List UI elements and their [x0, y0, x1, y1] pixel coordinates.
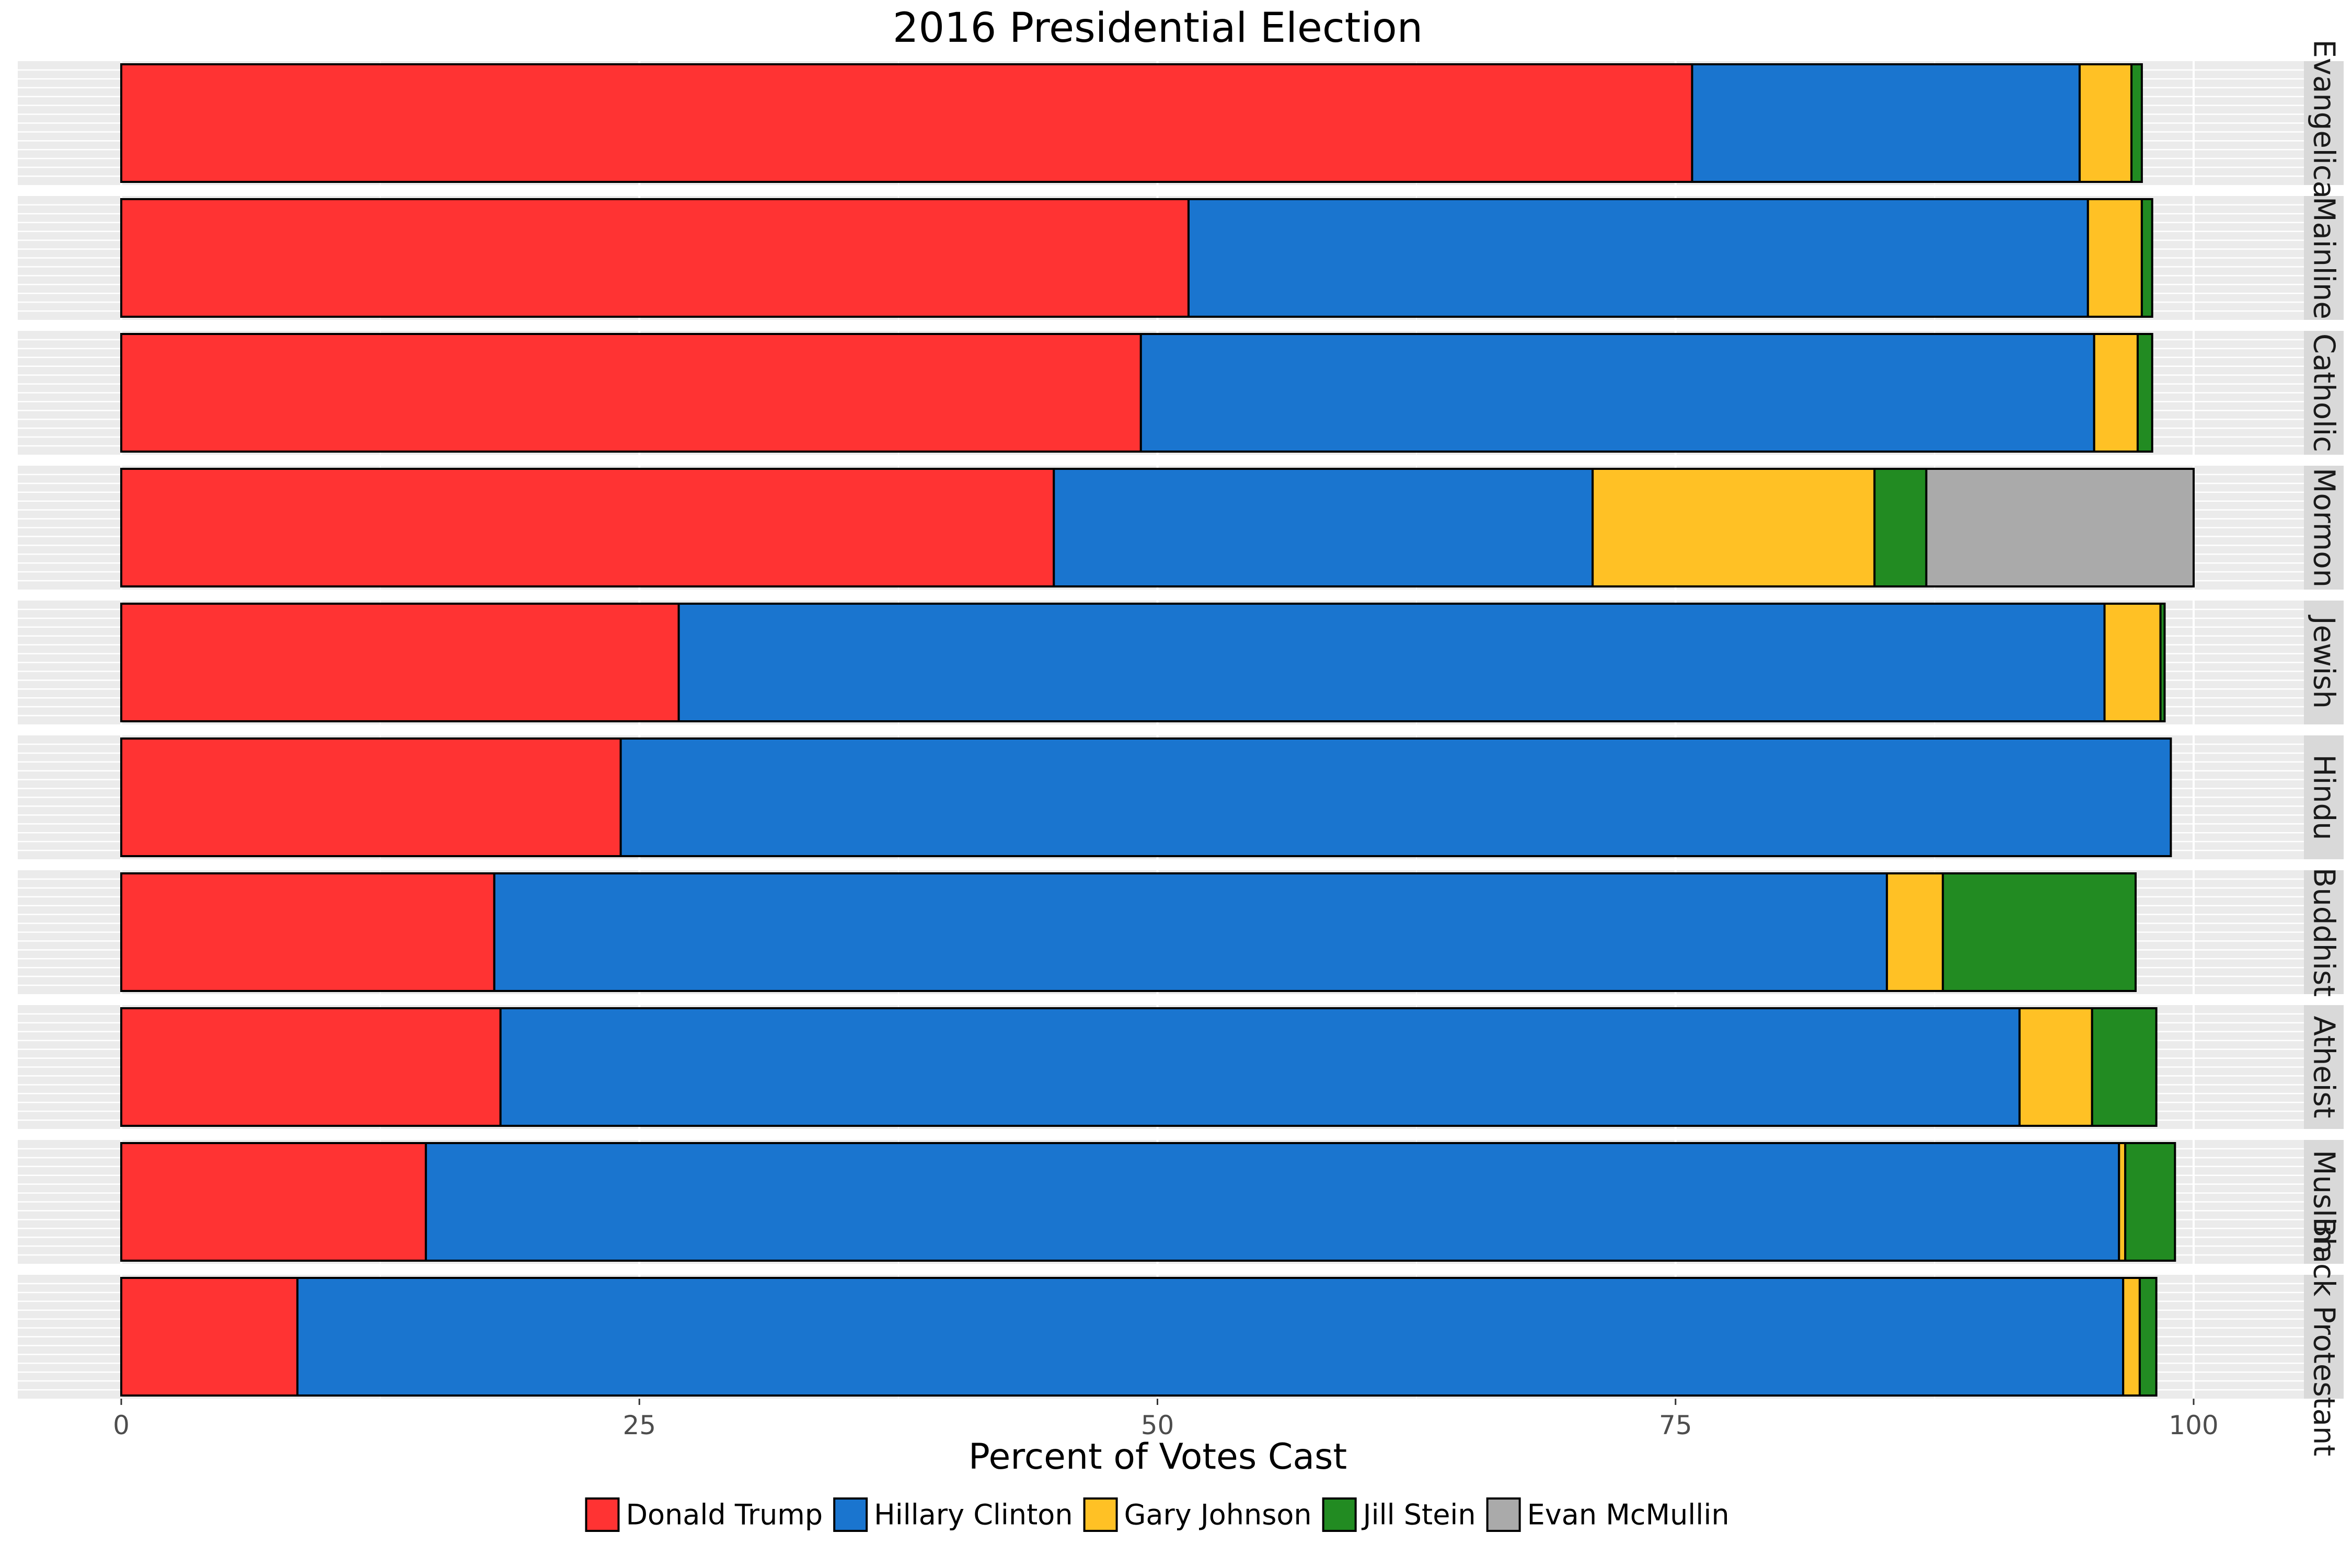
bar-mainline-gary-johnson: [2086, 198, 2143, 318]
bar-atheist-donald-trump: [120, 1007, 502, 1127]
legend-item-hillary-clinton: Hillary Clinton: [833, 1497, 1073, 1532]
legend-label-evan-mcmullin: Evan McMullin: [1527, 1498, 1730, 1531]
bar-black-protestant-donald-trump: [120, 1277, 299, 1397]
bar-jewish-gary-johnson: [2103, 603, 2162, 722]
facet-mainline: [18, 196, 2304, 320]
facet-evangelical: [18, 61, 2304, 185]
strip-atheist: [2304, 1005, 2344, 1129]
strip-mormon: [2304, 466, 2344, 590]
bar-evangelical-jill-stein: [2130, 63, 2143, 183]
bar-atheist-jill-stein: [2091, 1007, 2158, 1127]
facet-mormon: [18, 466, 2304, 590]
bar-mormon-jill-stein: [1873, 468, 1928, 587]
bar-catholic-jill-stein: [2136, 333, 2153, 453]
strip-buddhist: [2304, 870, 2344, 994]
x-tick-label: 50: [1141, 1410, 1174, 1440]
chart-title: 2016 Presidential Election: [893, 5, 1423, 52]
strip-jewish: [2304, 601, 2344, 724]
x-tick-label: 0: [113, 1410, 130, 1440]
bar-mainline-jill-stein: [2140, 198, 2153, 318]
bar-mormon-evan-mcmullin: [1925, 468, 2195, 587]
bar-hindu-hillary-clinton: [619, 737, 2172, 857]
strip-label-catholic: Catholic: [2307, 333, 2341, 452]
legend-key-evan-mcmullin: [1486, 1497, 1521, 1532]
bar-buddhist-donald-trump: [120, 872, 495, 992]
bar-buddhist-gary-johnson: [1886, 872, 1944, 992]
panels: [18, 61, 2304, 1399]
strip-mainline: [2304, 196, 2344, 320]
bar-catholic-donald-trump: [120, 333, 1142, 453]
strip-evangelical: [2304, 61, 2344, 185]
legend-key-gary-johnson: [1083, 1497, 1118, 1532]
strip-label-buddhist: Buddhist: [2307, 868, 2341, 997]
bar-evangelical-hillary-clinton: [1691, 63, 2081, 183]
x-axis-title: Percent of Votes Cast: [969, 1436, 1347, 1478]
bar-atheist-hillary-clinton: [499, 1007, 2021, 1127]
bar-mainline-hillary-clinton: [1187, 198, 2089, 318]
bar-mormon-hillary-clinton: [1053, 468, 1594, 587]
strip-catholic: [2304, 331, 2344, 455]
bar-black-protestant-gary-johnson: [2122, 1277, 2141, 1397]
legend-item-evan-mcmullin: Evan McMullin: [1486, 1497, 1730, 1532]
bar-buddhist-hillary-clinton: [493, 872, 1888, 992]
facet-black-protestant: [18, 1275, 2304, 1399]
bar-buddhist-jill-stein: [1942, 872, 2137, 992]
facet-atheist: [18, 1005, 2304, 1129]
legend-item-jill-stein: Jill Stein: [1322, 1497, 1476, 1532]
x-axis: 0 25 50 75 100: [113, 1399, 2219, 1440]
bar-jewish-hillary-clinton: [677, 603, 2106, 722]
bar-muslim-jill-stein: [2124, 1142, 2176, 1262]
legend-key-donald-trump: [585, 1497, 620, 1532]
legend-label-donald-trump: Donald Trump: [626, 1498, 823, 1531]
bar-jewish-donald-trump: [120, 603, 680, 722]
strip-black-protestant: [2304, 1275, 2344, 1399]
strip-label-atheist: Atheist: [2307, 1016, 2341, 1119]
facet-catholic: [18, 331, 2304, 455]
bar-evangelical-gary-johnson: [2078, 63, 2133, 183]
legend-item-donald-trump: Donald Trump: [585, 1497, 823, 1532]
bar-muslim-hillary-clinton: [424, 1142, 2120, 1262]
legend-item-gary-johnson: Gary Johnson: [1083, 1497, 1312, 1532]
strip-label-black-protestant: Black Protestant: [2307, 1217, 2341, 1456]
bar-mormon-donald-trump: [120, 468, 1055, 587]
bar-catholic-hillary-clinton: [1139, 333, 2095, 453]
bar-mormon-gary-johnson: [1592, 468, 1876, 587]
bar-hindu-donald-trump: [120, 737, 622, 857]
strip-label-mormon: Mormon: [2307, 468, 2341, 587]
bar-atheist-gary-johnson: [2018, 1007, 2093, 1127]
facet-jewish: [18, 601, 2304, 724]
bar-mainline-donald-trump: [120, 198, 1190, 318]
strip-label-mainline: Mainline: [2307, 197, 2341, 319]
strip-label-evangelical: Evangelical: [2307, 39, 2341, 206]
legend-label-gary-johnson: Gary Johnson: [1124, 1498, 1312, 1531]
bar-muslim-donald-trump: [120, 1142, 427, 1262]
strip-label-jewish: Jewish: [2307, 615, 2341, 709]
x-tick-label: 25: [622, 1410, 656, 1440]
facet-buddhist: [18, 870, 2304, 994]
strip-hindu: [2304, 735, 2344, 859]
strip-label-muslim: Muslim: [2307, 1150, 2341, 1254]
legend-label-hillary-clinton: Hillary Clinton: [874, 1498, 1073, 1531]
bar-jewish-jill-stein: [2159, 603, 2166, 722]
legend-key-jill-stein: [1322, 1497, 1357, 1532]
legend-key-hillary-clinton: [833, 1497, 868, 1532]
legend: Donald Trump Hillary Clinton Gary Johnson J…: [585, 1497, 1730, 1532]
bar-black-protestant-hillary-clinton: [296, 1277, 2125, 1397]
strip-label-hindu: Hindu: [2307, 754, 2341, 840]
bar-black-protestant-jill-stein: [2138, 1277, 2158, 1397]
legend-label-jill-stein: Jill Stein: [1362, 1498, 1476, 1531]
x-tick-label: 100: [2169, 1410, 2218, 1440]
facet-hindu: [18, 735, 2304, 859]
bar-evangelical-donald-trump: [120, 63, 1693, 183]
strip-muslim: [2304, 1140, 2344, 1264]
x-tick-label: 75: [1659, 1410, 1692, 1440]
bar-catholic-gary-johnson: [2093, 333, 2139, 453]
facet-muslim: [18, 1140, 2304, 1264]
